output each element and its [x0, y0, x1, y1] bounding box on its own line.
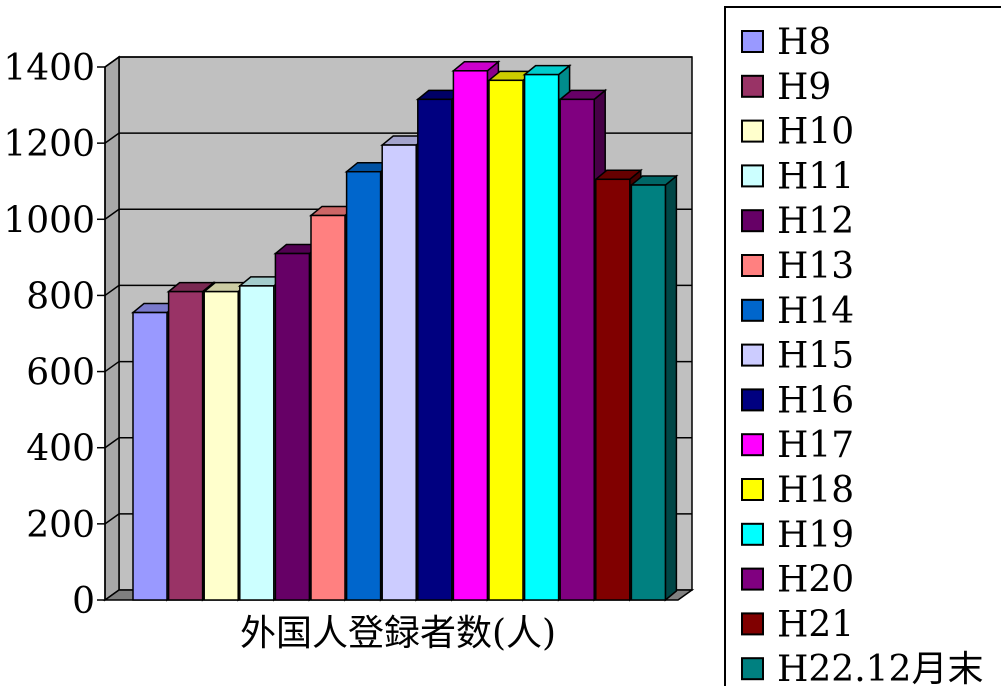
bar-front [559, 98, 595, 601]
legend-swatch [741, 254, 764, 277]
legend-swatch [741, 209, 764, 233]
bar-front [452, 70, 489, 601]
legend-item: H17 [741, 425, 854, 466]
legend-swatch [741, 164, 764, 188]
legend-swatch [741, 30, 764, 53]
x-axis-label: 外国人登録者数(人) [240, 613, 556, 654]
legend-swatch [741, 612, 764, 636]
bar-front [417, 98, 453, 601]
legend-label: H15 [777, 336, 854, 377]
bar-front [167, 290, 204, 601]
legend-item: H9 [741, 67, 831, 108]
y-tick-label: 1200 [3, 124, 95, 165]
legend-item: H18 [741, 470, 854, 511]
legend-item: H21 [741, 604, 854, 645]
legend-label: H22.12月末 [777, 649, 983, 686]
bar-front [595, 178, 631, 601]
legend-item: H10 [741, 112, 854, 153]
legend-swatch [741, 567, 764, 591]
legend: H8H9H10H11H12H13H14H15H16H17H18H19H20H21… [724, 6, 1001, 686]
y-tick-label: 1400 [3, 48, 95, 89]
legend-label: H12 [777, 201, 854, 242]
legend-swatch [741, 478, 764, 501]
bar-front [203, 290, 239, 601]
legend-item: H22.12月末 [741, 649, 983, 686]
legend-item: H8 [741, 22, 831, 63]
legend-item: H15 [741, 336, 854, 377]
legend-label: H20 [777, 560, 854, 601]
bar-front [310, 214, 346, 601]
bars [130, 60, 679, 602]
bar-side [664, 174, 678, 602]
legend-label: H11 [777, 156, 854, 197]
legend-box [724, 6, 1001, 686]
legend-swatch [741, 119, 764, 143]
legend-item: H13 [741, 246, 854, 287]
legend-label: H21 [777, 604, 854, 645]
legend-swatch [741, 388, 764, 412]
legend-label: H8 [777, 22, 831, 63]
y-tick-label: 200 [26, 505, 95, 546]
y-tick-label: 1000 [3, 200, 95, 241]
y-axis: 0 200 400 600 800 1000 1200 1400 [3, 48, 106, 622]
legend-label: H13 [777, 246, 854, 287]
bar-front [239, 285, 275, 601]
legend-label: H19 [777, 515, 854, 556]
legend-item: H12 [741, 201, 854, 242]
legend-item: H20 [741, 560, 854, 601]
legend-swatch [741, 74, 764, 98]
y-tick-label: 600 [26, 353, 95, 394]
bar-front [630, 184, 667, 601]
legend-swatch [741, 522, 764, 546]
legend-label: H9 [777, 67, 831, 108]
legend-swatch [741, 433, 764, 457]
legend-label: H18 [777, 470, 854, 511]
legend-label: H10 [777, 112, 854, 153]
legend-swatch [741, 343, 764, 367]
bar-front [132, 311, 168, 601]
y-tick-label: 0 [72, 581, 95, 622]
legend-label: H14 [777, 291, 854, 332]
gridline [104, 56, 692, 68]
bar [629, 174, 679, 602]
bar-front [345, 170, 382, 601]
bar-front [274, 252, 311, 601]
y-tick-label: 800 [26, 276, 95, 317]
legend-label: H16 [777, 380, 854, 421]
bar-front [523, 73, 560, 601]
y-tick-label: 400 [26, 429, 95, 470]
legend-swatch [741, 298, 764, 322]
bar-front [381, 144, 417, 601]
legend-item: H19 [741, 515, 854, 556]
bar-front [488, 79, 524, 601]
legend-item: H14 [741, 291, 854, 332]
legend-label: H17 [777, 425, 854, 466]
legend-item: H16 [741, 380, 854, 421]
legend-item: H11 [741, 156, 854, 197]
legend-swatch [741, 657, 764, 681]
